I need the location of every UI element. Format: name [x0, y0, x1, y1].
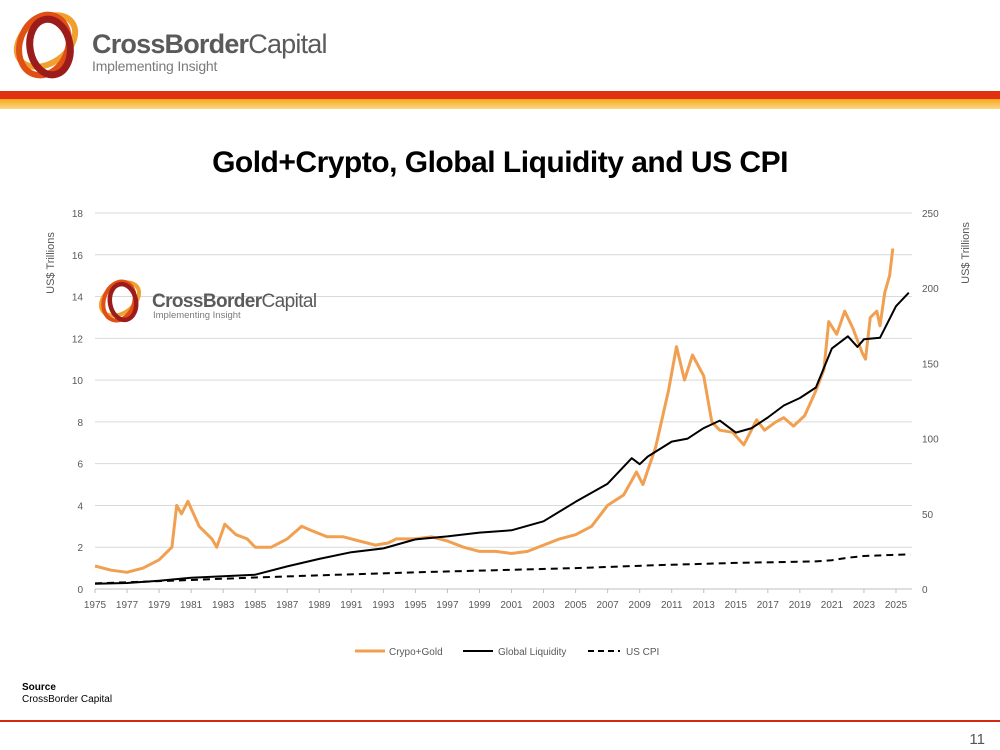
x-tick-label: 2011	[661, 600, 683, 611]
y-axis-left-label: US$ Trillions	[45, 232, 57, 294]
x-tick-label: 2025	[885, 600, 908, 611]
watermark-tagline: Implementing Insight	[153, 310, 241, 321]
page-number: 11	[969, 731, 985, 748]
x-tick-label: 1993	[372, 600, 395, 611]
x-tick-label: 1981	[180, 600, 203, 611]
x-tick-label: 2003	[532, 600, 555, 611]
y-left-tick-label: 2	[77, 543, 83, 554]
x-tick-label: 2007	[597, 600, 620, 611]
x-tick-label: 1989	[308, 600, 331, 611]
crossborder-logo-icon	[13, 11, 79, 79]
x-tick-label: 1975	[84, 600, 107, 611]
x-tick-label: 2013	[693, 600, 716, 611]
y-axis-right-ticks: 0 50 100 150 200 250	[922, 209, 939, 596]
y-left-tick-label: 10	[72, 376, 84, 387]
legend-item-crypto-gold: Crypo+Gold	[355, 647, 443, 658]
legend-item-us-cpi: US CPI	[588, 647, 659, 658]
series-us-cpi-line	[94, 553, 911, 585]
y-left-tick-label: 16	[72, 251, 84, 262]
x-axis-ticks: 1975 1977 1979 1981 1983 1985 1987 1989 1991 1993…	[84, 589, 908, 611]
x-tick-label: 2015	[725, 600, 748, 611]
x-tick-label: 2023	[853, 600, 876, 611]
watermark-brand-cap: Capital	[262, 291, 317, 312]
y-left-tick-label: 14	[72, 293, 84, 304]
y-right-tick-label: 250	[922, 209, 939, 220]
legend: Crypo+Gold Global Liquidity US CPI	[355, 647, 659, 658]
y-right-tick-label: 100	[922, 435, 939, 446]
series-crypto-gold-line	[94, 248, 895, 574]
source-label: Source	[22, 682, 56, 693]
x-tick-label: 2001	[500, 600, 523, 611]
footer-divider	[0, 720, 1000, 722]
x-tick-label: 2019	[789, 600, 812, 611]
y-left-tick-label: 6	[77, 460, 83, 471]
y-right-tick-label: 200	[922, 284, 939, 295]
svg-text:CrossBorderCapital: CrossBorderCapital	[152, 291, 317, 312]
y-left-tick-label: 0	[77, 585, 83, 596]
y-left-tick-label: 12	[72, 334, 84, 345]
y-axis-left-ticks: 0 2 4 6 8 10 12 14 16 18	[72, 209, 84, 596]
brand-name: CrossBorderCapital	[92, 29, 328, 59]
slide-header: CrossBorderCapital Implementing Insight	[0, 0, 1000, 90]
y-left-tick-label: 4	[77, 501, 83, 512]
header-accent-red	[0, 91, 1000, 99]
y-left-tick-label: 18	[72, 209, 84, 220]
chart-watermark: CrossBorderCapital Implementing Insight	[99, 279, 317, 323]
y-axis-right-label: US$ Trillions	[960, 222, 972, 284]
x-tick-label: 1979	[148, 600, 171, 611]
x-tick-label: 1983	[212, 600, 235, 611]
legend-label-crypto-gold: Crypo+Gold	[389, 647, 443, 658]
watermark-brand-name: CrossBorder	[152, 291, 263, 312]
legend-label-us-cpi: US CPI	[626, 647, 659, 658]
gridlines	[95, 212, 912, 590]
x-tick-label: 1987	[276, 600, 299, 611]
source-note: Source CrossBorder Capital	[22, 682, 112, 706]
x-tick-label: 2021	[821, 600, 844, 611]
x-tick-label: 1977	[116, 600, 139, 611]
x-tick-label: 2005	[564, 600, 587, 611]
x-tick-label: 2017	[757, 600, 780, 611]
watermark-logo-icon	[99, 279, 141, 323]
y-right-tick-label: 50	[922, 510, 934, 521]
brand-tagline: Implementing Insight	[92, 58, 218, 74]
x-tick-label: 1985	[244, 600, 267, 611]
brand: CrossBorderCapital Implementing Insight	[92, 29, 328, 74]
slide-title: Gold+Crypto, Global Liquidity and US CPI	[212, 146, 788, 179]
y-right-tick-label: 150	[922, 359, 939, 370]
x-tick-label: 1995	[404, 600, 427, 611]
x-tick-label: 1997	[436, 600, 459, 611]
legend-item-global-liquidity: Global Liquidity	[463, 647, 566, 658]
x-tick-label: 2009	[629, 600, 652, 611]
legend-label-global-liquidity: Global Liquidity	[498, 647, 566, 658]
x-tick-label: 1999	[468, 600, 491, 611]
source-text: CrossBorder Capital	[22, 694, 113, 705]
x-tick-label: 1991	[340, 600, 363, 611]
y-right-tick-label: 0	[922, 585, 928, 596]
series-global-liquidity-line	[94, 292, 910, 585]
y-left-tick-label: 8	[77, 418, 83, 429]
header-accent-orange	[0, 99, 1000, 109]
